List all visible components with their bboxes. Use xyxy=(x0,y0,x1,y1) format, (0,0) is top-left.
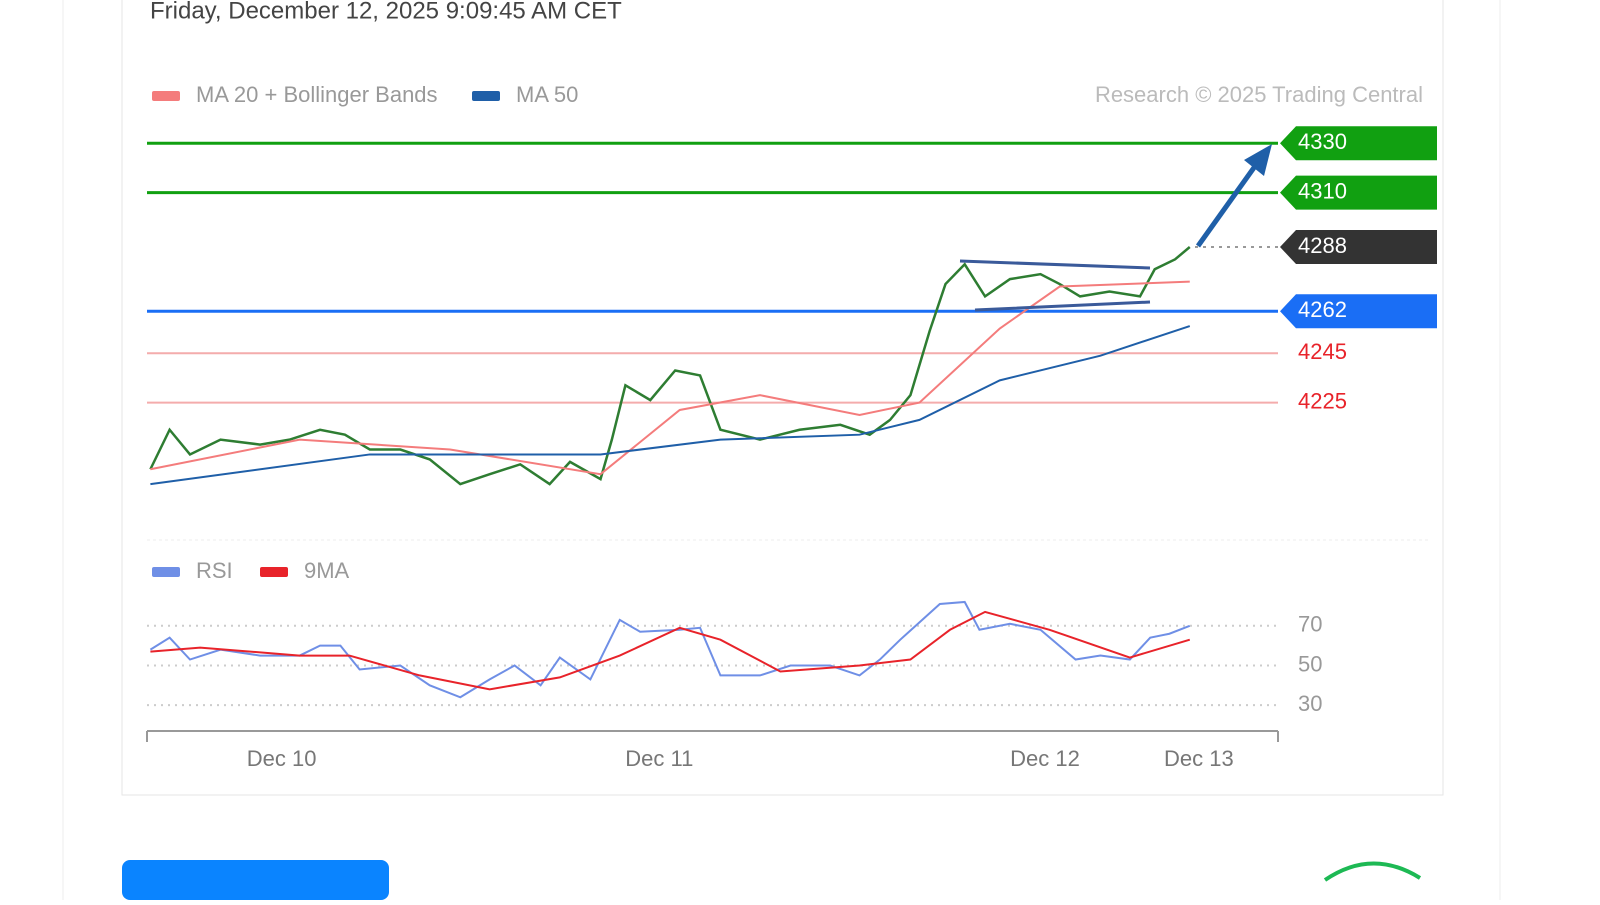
x-tick-label: Dec 13 xyxy=(1164,746,1234,771)
series-line xyxy=(149,600,1191,699)
button[interactable] xyxy=(122,860,389,900)
legend-swatch xyxy=(260,567,288,577)
legend-swatch xyxy=(152,91,180,101)
level-tag xyxy=(1280,175,1437,210)
level-label: 4310 xyxy=(1298,178,1347,203)
logo xyxy=(1323,861,1422,882)
credit: Research © 2025 Trading Central xyxy=(1095,82,1423,107)
x-tick-label: Dec 12 xyxy=(1010,746,1080,771)
y-tick-label: 30 xyxy=(1298,691,1322,716)
series-line xyxy=(150,610,1191,691)
legend-swatch xyxy=(152,567,180,577)
level-label: 4225 xyxy=(1298,388,1347,413)
level-tag xyxy=(1280,294,1437,329)
target-arrow xyxy=(1195,160,1261,248)
series-line xyxy=(150,280,1190,476)
legend-label: MA 20 + Bollinger Bands xyxy=(196,82,438,107)
pattern-line xyxy=(959,259,1151,312)
legend-swatch xyxy=(472,91,500,101)
level-label: 4330 xyxy=(1298,129,1347,154)
y-tick-label: 50 xyxy=(1298,651,1322,676)
level-label: 4245 xyxy=(1298,339,1347,364)
x-tick-label: Dec 10 xyxy=(247,746,317,771)
legend-label: RSI xyxy=(196,558,233,583)
legend-label: MA 50 xyxy=(516,82,578,107)
level-tag xyxy=(1280,126,1437,161)
card xyxy=(121,0,1444,796)
level-label: 4288 xyxy=(1298,233,1347,258)
x-tick-label: Dec 11 xyxy=(625,746,693,771)
legend-label: 9MA xyxy=(304,558,350,583)
target-arrow-head xyxy=(1244,144,1272,176)
date-header: Friday, December 12, 2025 9:09:45 AM CET xyxy=(150,0,622,24)
level-label: 4262 xyxy=(1298,297,1347,322)
level-tag xyxy=(1280,230,1437,265)
series-line xyxy=(149,246,1191,486)
series-line xyxy=(150,325,1191,486)
y-tick-label: 70 xyxy=(1298,612,1322,637)
